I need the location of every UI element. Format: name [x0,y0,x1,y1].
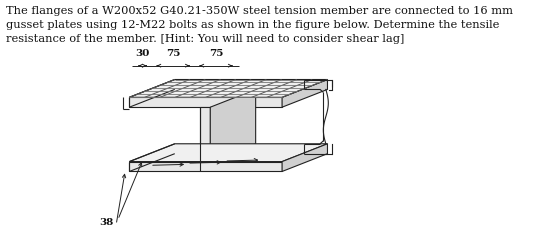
Text: 38: 38 [100,218,114,227]
Polygon shape [282,79,327,107]
Text: 75: 75 [209,49,223,58]
Polygon shape [129,97,282,107]
Text: The flanges of a W200x52 G40.21-350W steel tension member are connected to 16 mm: The flanges of a W200x52 G40.21-350W ste… [5,6,512,44]
Polygon shape [129,79,327,97]
Polygon shape [200,107,210,162]
Text: 30: 30 [135,49,150,58]
Polygon shape [129,144,327,162]
Polygon shape [282,144,327,172]
Text: 75: 75 [166,49,180,58]
Polygon shape [129,162,282,172]
Polygon shape [210,89,256,162]
